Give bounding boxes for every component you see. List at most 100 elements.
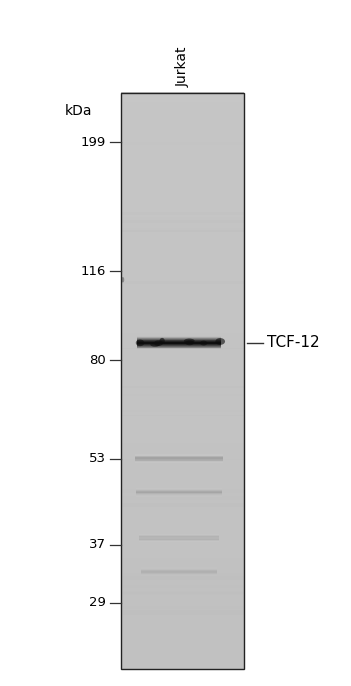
Bar: [121, 332, 244, 338]
Bar: [121, 472, 244, 477]
Bar: [121, 530, 244, 534]
Bar: [121, 616, 244, 621]
Bar: [121, 390, 244, 395]
Bar: [121, 106, 244, 112]
Bar: [121, 274, 244, 276]
Bar: [136, 490, 222, 491]
Bar: [121, 642, 244, 645]
Bar: [135, 454, 223, 455]
Bar: [121, 318, 244, 323]
Bar: [141, 569, 217, 571]
Bar: [121, 504, 244, 507]
Bar: [136, 491, 222, 493]
Bar: [141, 575, 217, 576]
Bar: [121, 220, 244, 223]
Bar: [121, 160, 244, 165]
Bar: [121, 549, 244, 554]
Bar: [121, 591, 244, 597]
Bar: [121, 664, 244, 669]
Bar: [121, 342, 244, 347]
Bar: [135, 458, 223, 460]
Bar: [139, 535, 219, 536]
Bar: [121, 212, 244, 215]
Ellipse shape: [200, 341, 207, 346]
Bar: [121, 185, 244, 189]
Bar: [121, 654, 244, 659]
Bar: [121, 490, 244, 493]
Bar: [121, 300, 244, 303]
Bar: [121, 563, 244, 568]
Circle shape: [121, 277, 124, 283]
Bar: [139, 536, 219, 537]
Bar: [121, 578, 244, 582]
Bar: [121, 376, 244, 381]
Bar: [121, 169, 244, 174]
Bar: [121, 386, 244, 390]
Bar: [121, 97, 244, 102]
Bar: [121, 386, 244, 388]
Bar: [121, 620, 244, 626]
Bar: [121, 418, 244, 424]
Bar: [121, 410, 244, 412]
Bar: [139, 538, 219, 539]
Bar: [121, 415, 244, 416]
Bar: [121, 366, 244, 371]
Bar: [121, 304, 244, 309]
Bar: [121, 553, 244, 558]
Bar: [136, 490, 222, 492]
Bar: [139, 535, 219, 536]
Bar: [121, 112, 244, 117]
Bar: [121, 289, 244, 294]
Text: kDa: kDa: [65, 104, 92, 118]
Bar: [121, 280, 244, 285]
Bar: [121, 568, 244, 573]
Bar: [136, 495, 222, 496]
Bar: [135, 461, 223, 462]
Bar: [141, 568, 217, 569]
Bar: [121, 230, 244, 232]
Bar: [121, 322, 244, 328]
Bar: [121, 596, 244, 602]
Bar: [121, 601, 244, 606]
Bar: [141, 571, 217, 572]
Bar: [121, 116, 244, 121]
Bar: [121, 654, 244, 656]
Bar: [121, 309, 244, 314]
Bar: [121, 659, 244, 664]
Bar: [141, 567, 217, 568]
Bar: [121, 413, 244, 417]
Bar: [121, 348, 244, 349]
Bar: [121, 649, 244, 654]
Bar: [121, 178, 244, 184]
Bar: [121, 102, 244, 107]
Bar: [136, 488, 222, 490]
Bar: [139, 536, 219, 537]
Bar: [121, 394, 244, 396]
Bar: [121, 198, 244, 203]
Bar: [121, 226, 244, 232]
Bar: [135, 457, 223, 458]
Bar: [121, 514, 244, 520]
Bar: [121, 496, 244, 499]
Bar: [121, 150, 244, 155]
Bar: [121, 228, 244, 232]
Bar: [135, 456, 223, 458]
Bar: [121, 476, 244, 482]
Bar: [121, 610, 244, 615]
Bar: [141, 570, 217, 571]
Bar: [121, 188, 244, 193]
Bar: [121, 447, 244, 453]
Bar: [121, 222, 244, 227]
Bar: [141, 572, 217, 573]
Bar: [135, 456, 223, 457]
Bar: [121, 443, 244, 448]
Bar: [136, 494, 222, 495]
Bar: [121, 231, 244, 237]
Ellipse shape: [159, 338, 165, 344]
Bar: [121, 587, 244, 592]
Bar: [121, 176, 244, 177]
Bar: [121, 606, 244, 611]
Bar: [121, 401, 244, 405]
Text: 37: 37: [89, 538, 106, 551]
Bar: [121, 332, 244, 334]
